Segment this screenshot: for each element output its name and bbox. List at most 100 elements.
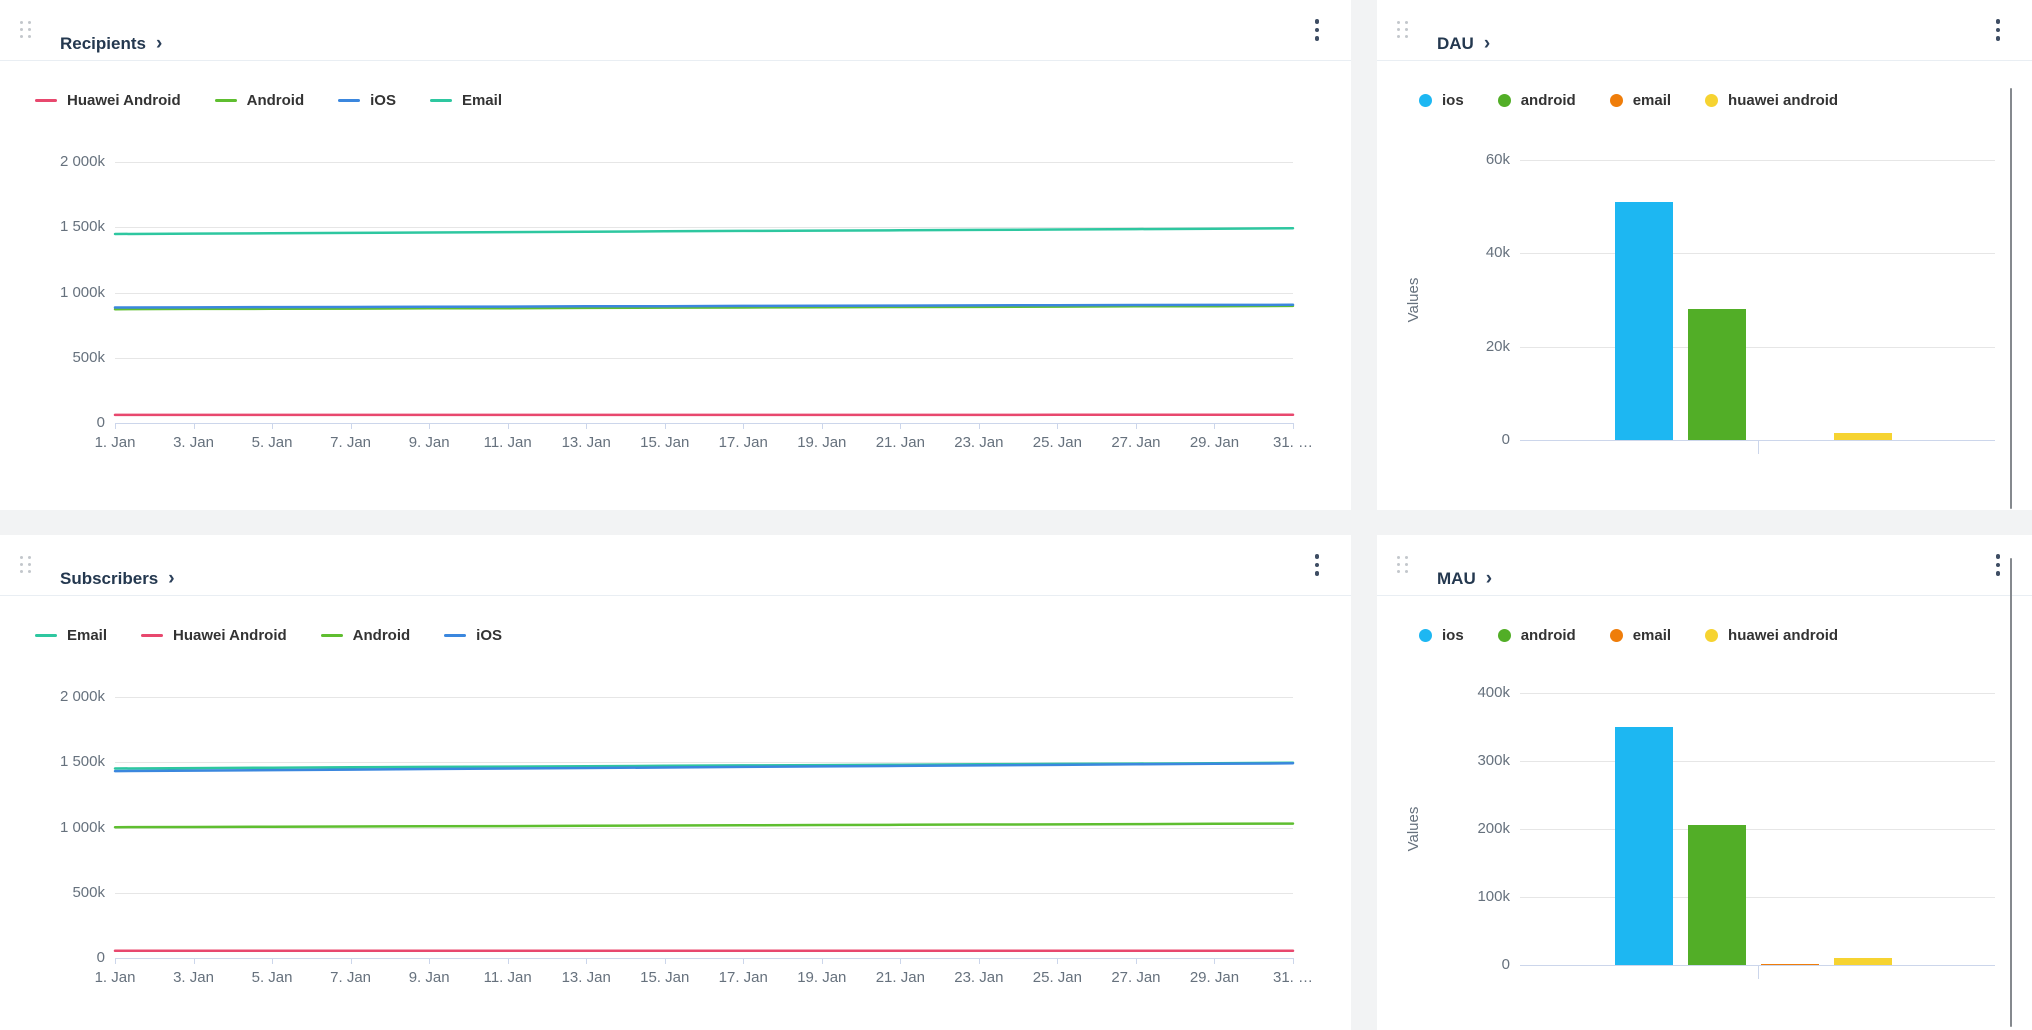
y-axis-label: 500k xyxy=(72,883,105,901)
y-axis-label: 100k xyxy=(1477,888,1510,905)
chevron-right-icon: › xyxy=(1483,32,1491,54)
kebab-menu-button[interactable] xyxy=(1988,13,2008,47)
bar-email[interactable] xyxy=(1761,964,1819,965)
x-axis-tick xyxy=(350,423,352,429)
legend-item[interactable]: Android xyxy=(320,627,410,644)
legend-label: huawei android xyxy=(1728,91,1839,109)
x-axis-label: 23. Jan xyxy=(954,969,1004,986)
y-axis-label: 400k xyxy=(1477,684,1510,701)
bar-android[interactable] xyxy=(1688,825,1746,965)
x-axis-label: 25. Jan xyxy=(1032,969,1082,986)
x-axis-label: 27. Jan xyxy=(1111,434,1161,451)
y-axis-label: 1 000k xyxy=(59,283,105,301)
legend-item[interactable]: Android xyxy=(214,92,304,109)
y-axis-label: 1 500k xyxy=(59,753,105,771)
drag-handle-icon[interactable] xyxy=(18,19,33,40)
panel-title[interactable]: Recipients › xyxy=(60,14,162,74)
panel-title-text: DAU xyxy=(1437,34,1474,54)
x-axis-tick xyxy=(115,958,116,964)
legend-item[interactable]: android xyxy=(1497,92,1576,109)
x-axis-label: 7. Jan xyxy=(330,434,372,451)
x-axis-tick xyxy=(1135,958,1137,964)
x-axis-tick xyxy=(978,958,980,964)
x-axis-line xyxy=(115,423,1293,424)
y-axis-label: 40k xyxy=(1485,244,1510,262)
recipients-panel: Recipients › Huawei Android Android iOS Ema… xyxy=(0,0,1351,510)
x-axis-tick xyxy=(821,958,823,964)
bar-huawei-android[interactable] xyxy=(1834,433,1892,440)
legend-dot-marker xyxy=(1705,93,1719,107)
drag-handle-icon[interactable] xyxy=(18,554,33,575)
gridline xyxy=(1520,761,1995,762)
legend-item[interactable]: Huawei Android xyxy=(141,627,287,644)
line-series-layer xyxy=(113,761,1295,953)
panel-title-text: Subscribers xyxy=(60,569,159,589)
legend-item[interactable]: Email xyxy=(429,91,502,109)
panel-header: MAU › xyxy=(1377,535,2032,596)
kebab-menu-button[interactable] xyxy=(1988,548,2008,582)
bar-ios[interactable] xyxy=(1615,727,1673,965)
dau-panel: DAU › ios android email huawei android Valu… xyxy=(1377,0,2032,510)
series-line-ios xyxy=(113,762,1295,773)
x-axis-label: 15. Jan xyxy=(640,969,690,986)
chevron-right-icon: › xyxy=(168,567,175,589)
x-axis-label: 31. … xyxy=(1272,434,1314,451)
kebab-menu-button[interactable] xyxy=(1307,548,1327,582)
x-axis-tick xyxy=(507,958,509,964)
gridline xyxy=(1520,829,1995,830)
x-axis-tick xyxy=(429,958,431,964)
scrollbar[interactable] xyxy=(2010,88,2012,509)
legend-item[interactable]: ios xyxy=(1419,92,1464,109)
x-axis-label: 29. Jan xyxy=(1189,969,1240,986)
drag-handle-icon[interactable] xyxy=(1395,19,1410,40)
x-axis-tick xyxy=(350,958,352,964)
kebab-menu-button[interactable] xyxy=(1307,13,1327,47)
x-axis-tick xyxy=(586,958,588,964)
scrollbar[interactable] xyxy=(2010,558,2012,1027)
x-axis-label: 3. Jan xyxy=(173,969,214,986)
series-line-ios xyxy=(113,303,1295,309)
legend-line-marker xyxy=(214,98,237,102)
legend-dot-marker xyxy=(1419,93,1432,107)
y-axis-label: 1 500k xyxy=(59,218,105,236)
legend: Email Huawei Android Android iOS xyxy=(35,621,502,649)
legend-line-marker xyxy=(35,633,57,637)
legend-item[interactable]: huawei android xyxy=(1705,92,1838,109)
legend-line-marker xyxy=(444,633,467,637)
series-line-email xyxy=(113,227,1295,236)
gridline xyxy=(1520,160,1995,161)
panel-title[interactable]: MAU › xyxy=(1437,549,1492,609)
panel-title[interactable]: DAU › xyxy=(1437,14,1490,74)
x-axis-tick xyxy=(664,958,666,964)
legend-item[interactable]: android xyxy=(1497,627,1576,644)
y-axis-label: 60k xyxy=(1485,151,1510,168)
x-axis-label: 11. Jan xyxy=(483,434,532,451)
legend-item[interactable]: Huawei Android xyxy=(35,92,181,109)
legend-dot-marker xyxy=(1497,628,1511,642)
legend-item[interactable]: email xyxy=(1609,627,1671,644)
x-axis-label: 13. Jan xyxy=(561,434,611,451)
bar-ios[interactable] xyxy=(1615,202,1673,440)
subscribers-panel: Subscribers › Email Huawei Android Android… xyxy=(0,535,1351,1030)
legend-label: Email xyxy=(67,626,108,644)
legend-item[interactable]: iOS xyxy=(338,92,396,109)
legend-item[interactable]: ios xyxy=(1419,627,1464,644)
legend-item[interactable]: huawei android xyxy=(1705,627,1838,644)
legend: ios android email huawei android xyxy=(1419,86,1838,114)
legend-item[interactable]: email xyxy=(1609,92,1671,109)
x-axis-label: 9. Jan xyxy=(408,969,450,986)
x-axis-tick xyxy=(115,423,116,429)
legend-label: ios xyxy=(1442,91,1464,109)
legend-label: Huawei Android xyxy=(173,626,287,644)
legend-item[interactable]: iOS xyxy=(444,627,502,644)
drag-handle-icon[interactable] xyxy=(1395,554,1410,575)
gridline xyxy=(1520,253,1995,255)
bar-huawei-android[interactable] xyxy=(1834,958,1892,965)
x-axis-label: 29. Jan xyxy=(1189,434,1240,451)
bar-android[interactable] xyxy=(1688,309,1746,440)
panel-title[interactable]: Subscribers › xyxy=(60,549,175,609)
x-axis-label: 17. Jan xyxy=(718,969,768,986)
legend-label: Email xyxy=(461,91,502,109)
y-axis-label: 0 xyxy=(96,414,105,431)
legend-item[interactable]: Email xyxy=(35,627,107,644)
